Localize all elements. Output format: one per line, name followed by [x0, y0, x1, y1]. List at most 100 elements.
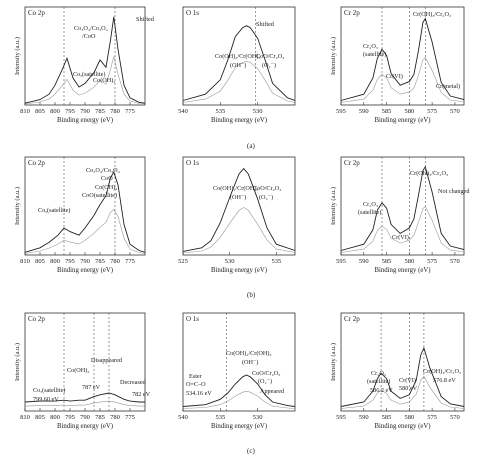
x-tick-label: 805 [35, 414, 45, 421]
anno-decreased: Decreased [120, 379, 147, 386]
anno-580: 580 eV [399, 385, 418, 392]
plot-frame [340, 312, 465, 412]
fit-component-1 [24, 209, 146, 254]
anno-c-cooh2: Co(OH)₂ [67, 367, 89, 374]
fit-component-1 [340, 206, 465, 253]
panel-title: Cr 2p [344, 159, 360, 167]
series-line-1 [340, 17, 465, 101]
anno-b-o2-2: (O₂⁻) [259, 194, 273, 201]
anno-shifted-o: Shifted [256, 21, 275, 28]
anno-c-crvi: Cr(VI) [399, 377, 416, 384]
anno-croh3: Cr(OH)₃/Cr₂O₃ [413, 11, 451, 18]
row-label-b: (b) [247, 291, 256, 299]
fit-component-1 [182, 207, 296, 254]
x-tick-label: 775 [125, 414, 135, 421]
x-axis-label: Binding energy (eV) [57, 267, 113, 274]
row-label-a: (a) [247, 142, 255, 150]
anno-oh-1: Co(OH)₂/Cr(OH)₃ [215, 53, 261, 60]
fit-component-1 [340, 57, 465, 103]
x-axis-label: Binding energy (eV) [211, 423, 267, 430]
x-axis-label: Binding energy (eV) [374, 267, 430, 274]
series-line-1 [182, 25, 296, 101]
anno-782: 782 eV [132, 391, 151, 398]
x-tick-label: 590 [359, 414, 369, 421]
anno-b-oh-1: Co(OH)₂/Cr(OH)₃ [213, 185, 259, 192]
y-axis-label: Intensity (a.u.) [330, 187, 337, 225]
chart-panel-5: 525 530 535 O 1s Binding energy (eV) [178, 156, 296, 274]
x-tick-label: 575 [427, 108, 437, 115]
anno-ester: Ester [189, 373, 202, 380]
x-tick-label: 795 [65, 258, 75, 265]
plot-frame [340, 6, 465, 106]
series-line-1 [24, 16, 146, 104]
anno-b-co3o4: Co₃O₄/Co₃O₄ [86, 167, 120, 174]
panel-title: O 1s [186, 9, 199, 17]
anno-b-crvi: Cr(VI) [392, 234, 409, 241]
anno-5768: 576.8 eV [433, 377, 456, 384]
x-tick-label: 530 [253, 108, 263, 115]
anno-b-coxsat: Coₓ(satellite) [38, 207, 70, 214]
anno-appeared: Appeared [260, 388, 285, 395]
series-line-1 [182, 374, 296, 407]
anno-b-coo: CoO [101, 175, 113, 182]
fit-component-1 [182, 390, 296, 409]
x-tick-label: 785 [95, 414, 105, 421]
fit-component-1 [182, 61, 296, 103]
x-tick-label: 595 [336, 258, 346, 265]
x-axis-label: Binding energy (eV) [211, 267, 267, 274]
x-tick-label: 570 [450, 258, 460, 265]
x-tick-label: 530 [253, 414, 263, 421]
anno-b-cr2o3-sat: (satellite) [358, 209, 381, 216]
chart-panel-4: 810 805 800 795 790 785 780 775 Co 2p Binding ene… [14, 156, 146, 274]
y-axis-label: Intensity (a.u.) [14, 37, 21, 75]
fit-component-1 [24, 56, 146, 105]
fit-component-1 [24, 400, 145, 407]
y-axis-label: Intensity (a.u.) [14, 343, 21, 381]
anno-53416: 534.16 eV [186, 390, 212, 397]
chart-panel-9: 595 590 585 580 575 570 Cr 2p Binding energy (e… [330, 312, 465, 430]
x-axis-label: Binding energy (eV) [57, 117, 113, 124]
x-tick-label: 795 [65, 108, 75, 115]
anno-b-croh3: Cr(OH)₃/Cr₂O₃ [410, 170, 448, 177]
x-tick-label: 810 [20, 258, 30, 265]
x-axis-label: Binding energy (eV) [57, 423, 113, 430]
anno-c-cr2o3-sat: (satellite) [367, 378, 390, 385]
anno-co3o4: Co₃O₄/Co₃O₄ [74, 25, 108, 32]
y-axis-label: Intensity (a.u.) [330, 343, 337, 381]
x-tick-label: 540 [178, 414, 188, 421]
x-tick-label: 810 [20, 414, 30, 421]
plot-frame [182, 156, 296, 256]
x-tick-label: 805 [35, 258, 45, 265]
anno-5862: 586.2 eV [370, 387, 393, 394]
x-axis-label: Binding energy (eV) [211, 117, 267, 124]
anno-o2-1: CoO/Cr₂O₃ [256, 53, 284, 60]
plot-frame [340, 156, 465, 256]
chart-panel-7: 810 805 800 795 790 785 780 775 Co 2p Binding ene… [14, 312, 146, 430]
x-tick-label: 790 [80, 414, 90, 421]
anno-cooh2: Co(OH)₂ [93, 77, 115, 84]
x-tick-label: 580 [404, 108, 414, 115]
x-axis-label: Binding energy (eV) [374, 117, 430, 124]
x-tick-label: 535 [215, 414, 225, 421]
row-label-c: (c) [247, 447, 255, 455]
anno-coo: /CoO [82, 33, 96, 40]
anno-b-oh-2: (OH⁻) [230, 194, 246, 201]
x-axis-label: Binding energy (eV) [374, 423, 430, 430]
series-line-1 [340, 346, 465, 407]
anno-b-o2-1: CoO/Cr₂O₃ [253, 185, 281, 192]
series-line-1 [24, 392, 145, 403]
x-tick-label: 785 [95, 108, 105, 115]
chart-panel-2: 540 535 530 O 1s Binding energy (eV) [178, 6, 296, 124]
anno-b-coosat: CoO(satellite) [82, 192, 117, 199]
x-tick-label: 585 [382, 108, 392, 115]
series-line-1 [24, 171, 146, 253]
anno-crmetal: Cr(metal) [436, 83, 460, 90]
x-tick-label: 585 [382, 414, 392, 421]
panel-title: Cr 2p [344, 9, 360, 17]
panel-title: Co 2p [28, 315, 45, 323]
x-tick-label: 570 [450, 108, 460, 115]
plot-frame [182, 6, 296, 106]
x-tick-label: 590 [359, 258, 369, 265]
chart-panel-3: 595 590 585 580 575 570 Cr 2p Binding energy (e… [330, 6, 465, 124]
